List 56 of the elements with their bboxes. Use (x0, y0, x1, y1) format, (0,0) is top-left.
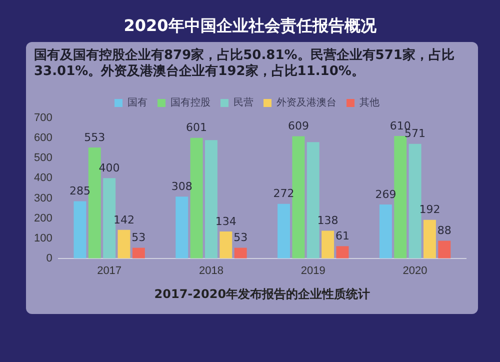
legend-label: 外资及港澳台 (276, 96, 336, 109)
data-label: 553 (84, 130, 106, 144)
data-label: 272 (273, 187, 294, 200)
bar (234, 248, 247, 258)
data-label: 601 (186, 121, 208, 134)
y-tick-label: 700 (34, 112, 52, 124)
data-label: 308 (171, 180, 192, 193)
data-label: 269 (375, 188, 396, 201)
bar (408, 144, 422, 258)
bar (278, 204, 290, 258)
data-label: 88 (437, 224, 452, 238)
bar (132, 248, 145, 258)
bar (176, 196, 188, 258)
y-tick-label: 400 (34, 172, 52, 184)
y-tick-label: 300 (34, 192, 52, 204)
legend-label: 国有控股 (170, 96, 210, 109)
x-tick-label: 2019 (300, 265, 326, 278)
bar (74, 201, 86, 258)
y-tick-label: 0 (46, 252, 52, 264)
data-label: 285 (69, 184, 90, 198)
x-axis-title: 2017-2020年发布报告的企业性质统计 (154, 286, 370, 301)
x-tick-label: 2017 (97, 265, 122, 278)
y-tick-label: 600 (34, 132, 52, 144)
bar (322, 230, 334, 258)
bar (220, 232, 232, 258)
chart-subtitle: 国有及国有控股企业有879家，占比50.81%。民营企业有571家，占比33.01%。外资及港澳台企业有192家，占比11.10%。 (33, 46, 456, 80)
bar (438, 240, 451, 258)
chart-title: 2020年中国企业社会责任报告概况 (122, 15, 378, 37)
bar (88, 147, 101, 258)
y-tick-label: 500 (34, 152, 52, 164)
y-tick-label: 100 (34, 232, 52, 244)
bar (336, 246, 349, 258)
bar (379, 204, 392, 258)
data-label: 61 (335, 230, 350, 243)
legend-label: 国有 (128, 96, 148, 109)
bar (306, 142, 320, 258)
bar (423, 220, 436, 258)
legend-label: 其他 (360, 96, 380, 109)
data-label: 53 (132, 231, 146, 244)
bar (118, 230, 130, 258)
bar (103, 178, 116, 258)
bar (394, 136, 407, 258)
data-label: 134 (215, 214, 236, 228)
data-label: 53 (234, 231, 248, 244)
y-tick-label: 200 (34, 212, 52, 224)
data-label: 192 (419, 203, 440, 216)
x-tick-label: 2018 (198, 265, 224, 278)
bar (204, 140, 218, 258)
x-tick-label: 2020 (402, 265, 428, 278)
data-label: 609 (288, 120, 309, 133)
data-label: 400 (98, 162, 120, 175)
data-label: 142 (113, 213, 134, 226)
legend-label: 民营 (234, 96, 254, 109)
bar (190, 138, 203, 258)
bar (292, 136, 305, 258)
data-label: 138 (317, 214, 338, 228)
